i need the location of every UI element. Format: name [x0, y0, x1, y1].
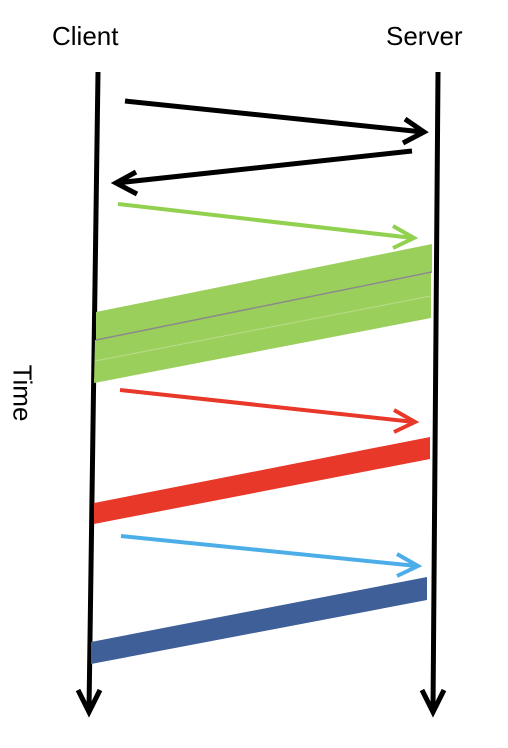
client-label: Client [52, 21, 119, 51]
server-timeline [419, 71, 447, 718]
red-response-band [94, 437, 430, 524]
handshake-response-arrow [110, 148, 413, 197]
green-request-arrow [117, 202, 419, 250]
red-request-arrowhead-icon [393, 408, 420, 434]
handshake-request-arrowhead-icon [401, 116, 429, 146]
client-timeline-arrowhead-icon [75, 688, 103, 718]
server-timeline-arrowhead-icon [419, 688, 447, 718]
green-request-arrowhead-icon [392, 224, 419, 250]
green-response-band [94, 244, 433, 383]
client-timeline [75, 71, 103, 718]
handshake-response-arrowhead-icon [110, 169, 139, 197]
handshake-request-arrow [124, 98, 429, 146]
blue-request-arrow [120, 534, 423, 578]
blue-request-arrowhead-icon [396, 552, 423, 578]
red-request-arrow [119, 388, 420, 434]
server-label: Server [386, 21, 463, 51]
blue-response-band [91, 577, 427, 664]
